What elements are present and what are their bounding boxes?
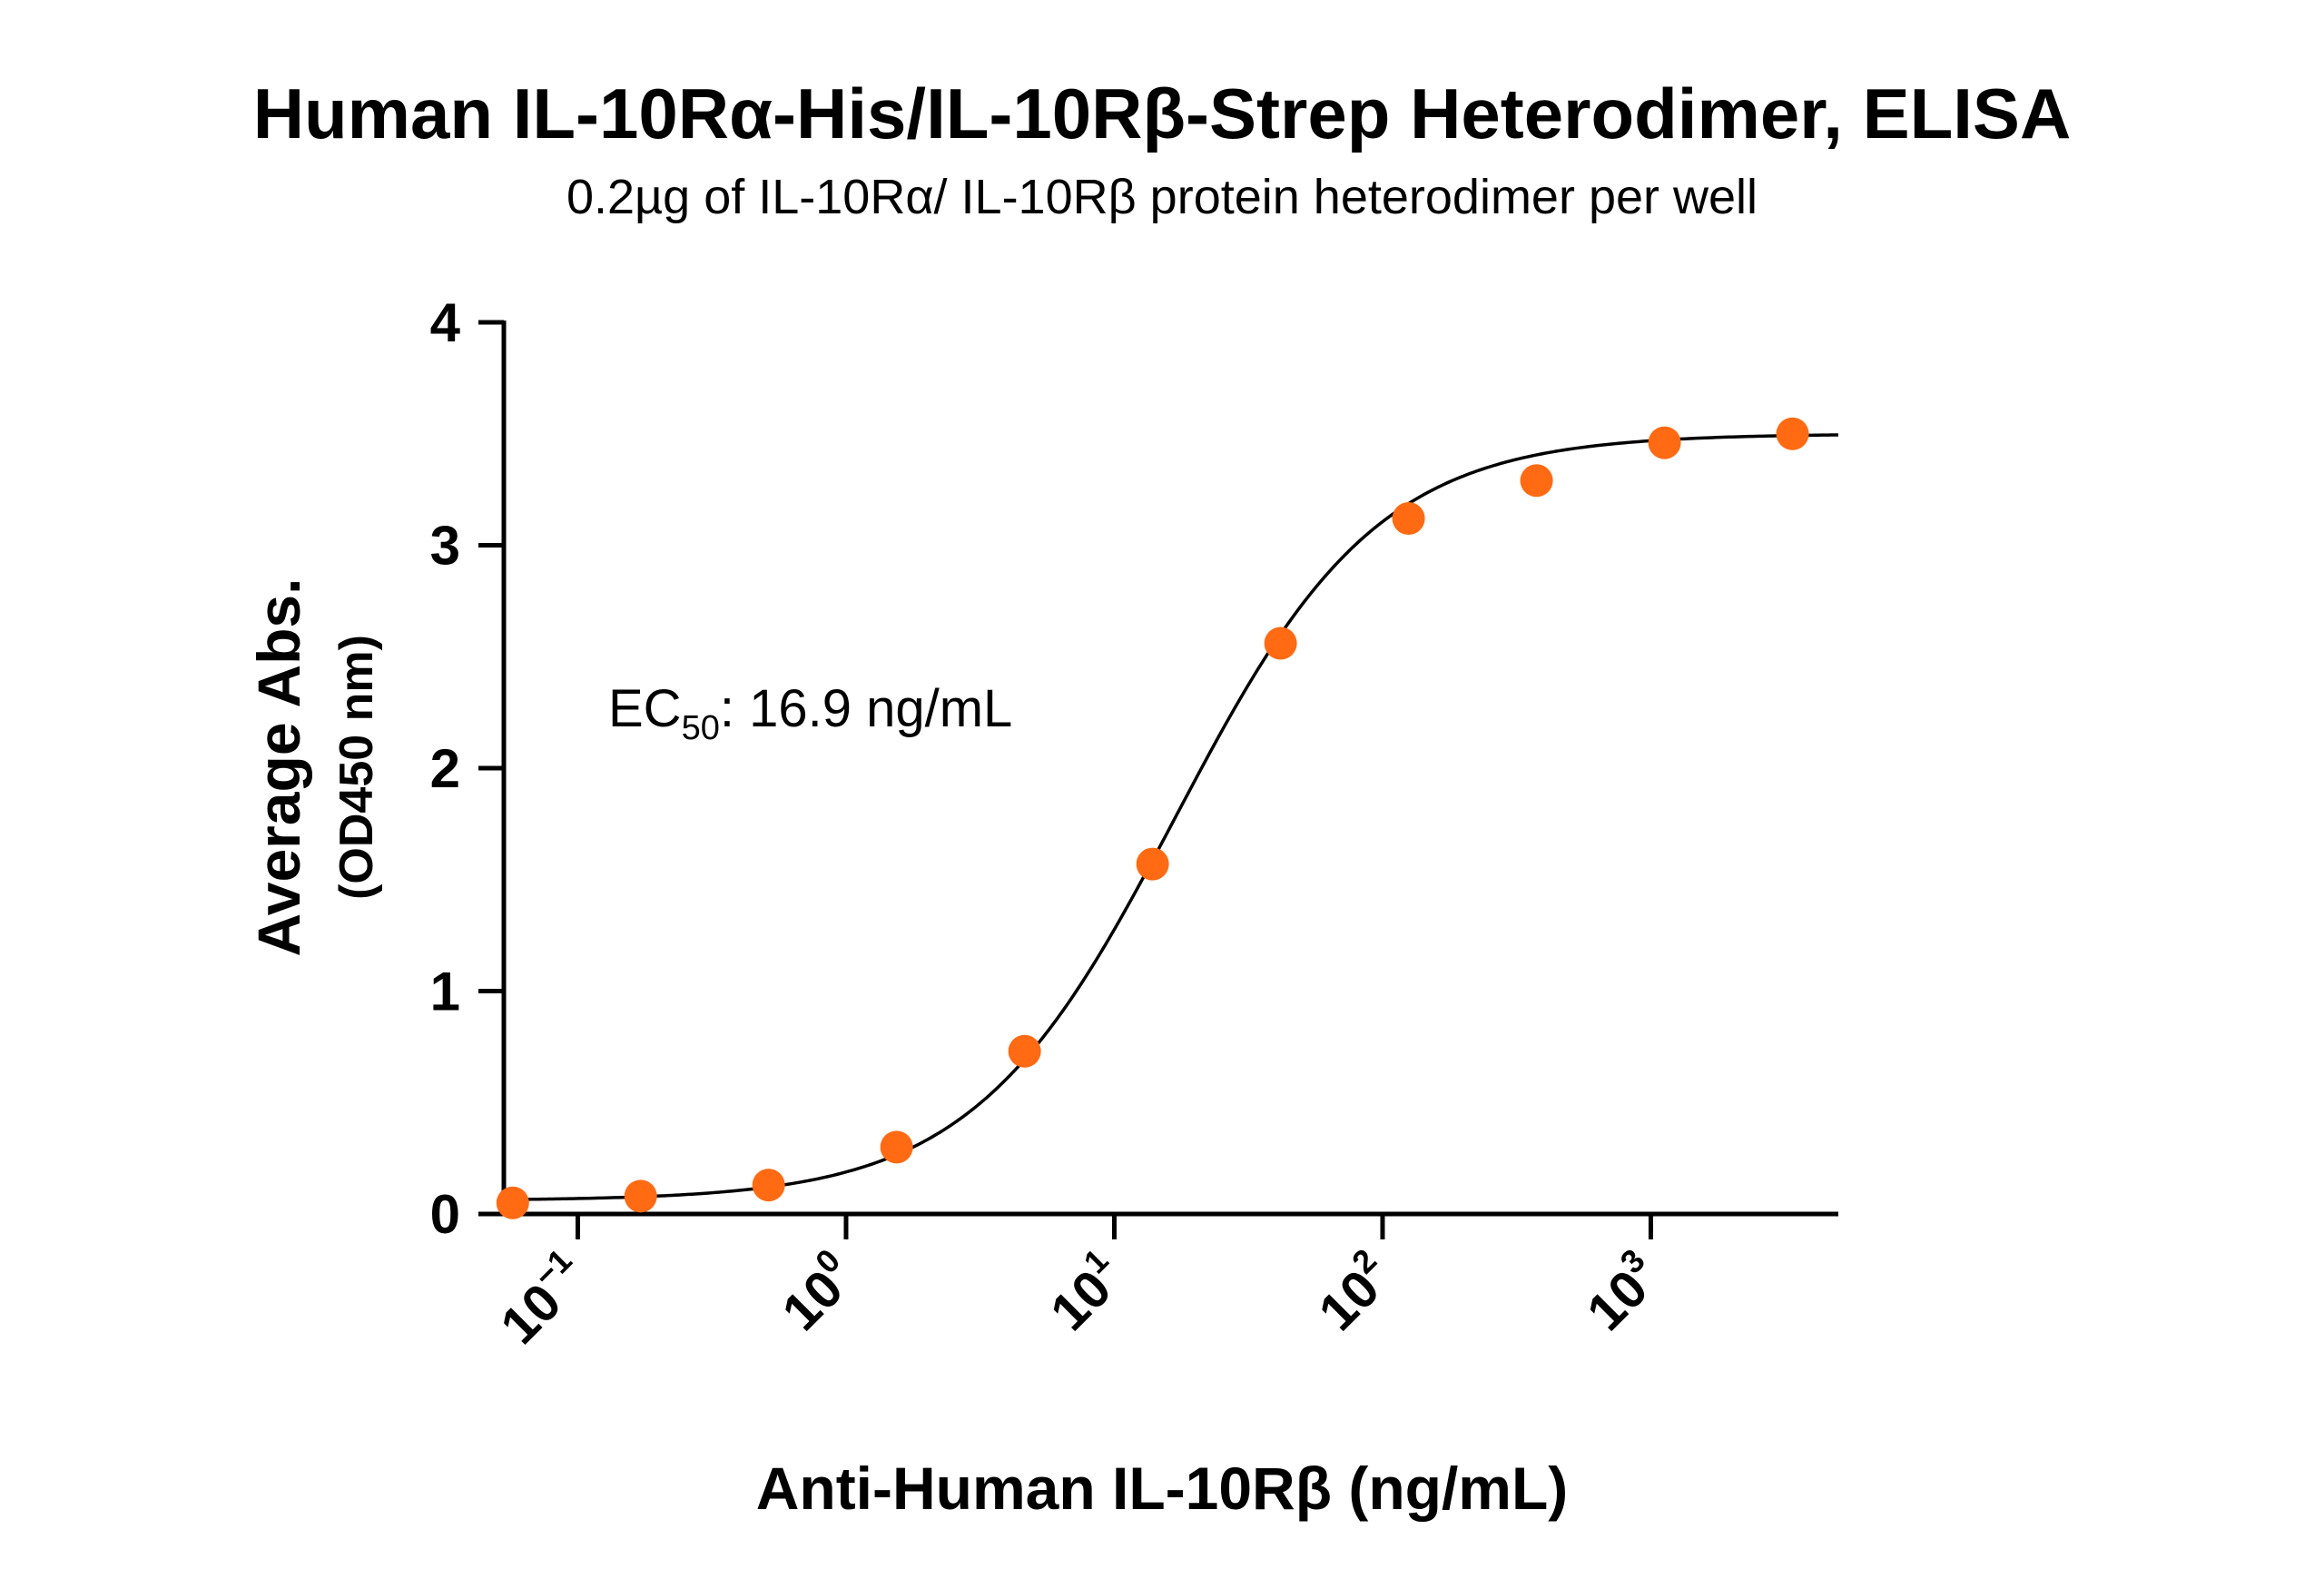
ec50-annotation: EC50: 16.9 ng/mL (608, 679, 1012, 747)
y-axis-label-group: Average Abs. (OD450 nm) (245, 578, 383, 957)
data-points (496, 417, 1809, 1219)
x-tick-label: 103 (1571, 1241, 1672, 1342)
data-point (496, 1186, 529, 1219)
x-tick-label: 10−1 (485, 1241, 599, 1356)
data-point (1648, 426, 1681, 459)
ec50-value: : 16.9 ng/mL (720, 679, 1012, 738)
chart-subtitle: 0.2µg of IL-10Rα/ IL-10Rβ protein hetero… (566, 170, 1758, 224)
chart-title: Human IL-10Rα-His/IL-10Rβ-Strep Heterodi… (253, 74, 2072, 153)
fit-curve (512, 433, 1839, 1201)
data-point (1776, 417, 1809, 450)
x-axis-label: Anti-Human IL-10Rβ (ng/mL) (756, 1455, 1569, 1522)
ec50-prefix: EC (608, 679, 682, 738)
ec50-subscript: 50 (682, 709, 720, 747)
fit-curve-layer (512, 433, 1839, 1201)
x-tick-label: 102 (1303, 1241, 1403, 1342)
y-axis-label: Average Abs. (245, 578, 312, 957)
y-tick-label: 2 (430, 738, 460, 799)
data-point (1520, 464, 1553, 498)
data-point (1392, 502, 1425, 536)
data-point (752, 1169, 785, 1202)
y-tick-label: 1 (430, 962, 460, 1022)
data-point (624, 1179, 657, 1213)
data-point (1008, 1034, 1041, 1068)
x-tick-label: 100 (766, 1241, 867, 1342)
y-tick-label: 0 (430, 1184, 460, 1245)
y-axis-label-units: (OD450 nm) (330, 635, 383, 900)
y-tick-label: 3 (430, 516, 460, 577)
data-point (880, 1130, 913, 1164)
y-tick-label: 4 (430, 292, 461, 353)
x-tick-label: 101 (1035, 1241, 1136, 1342)
data-point (1264, 627, 1297, 660)
data-point (1136, 847, 1169, 881)
